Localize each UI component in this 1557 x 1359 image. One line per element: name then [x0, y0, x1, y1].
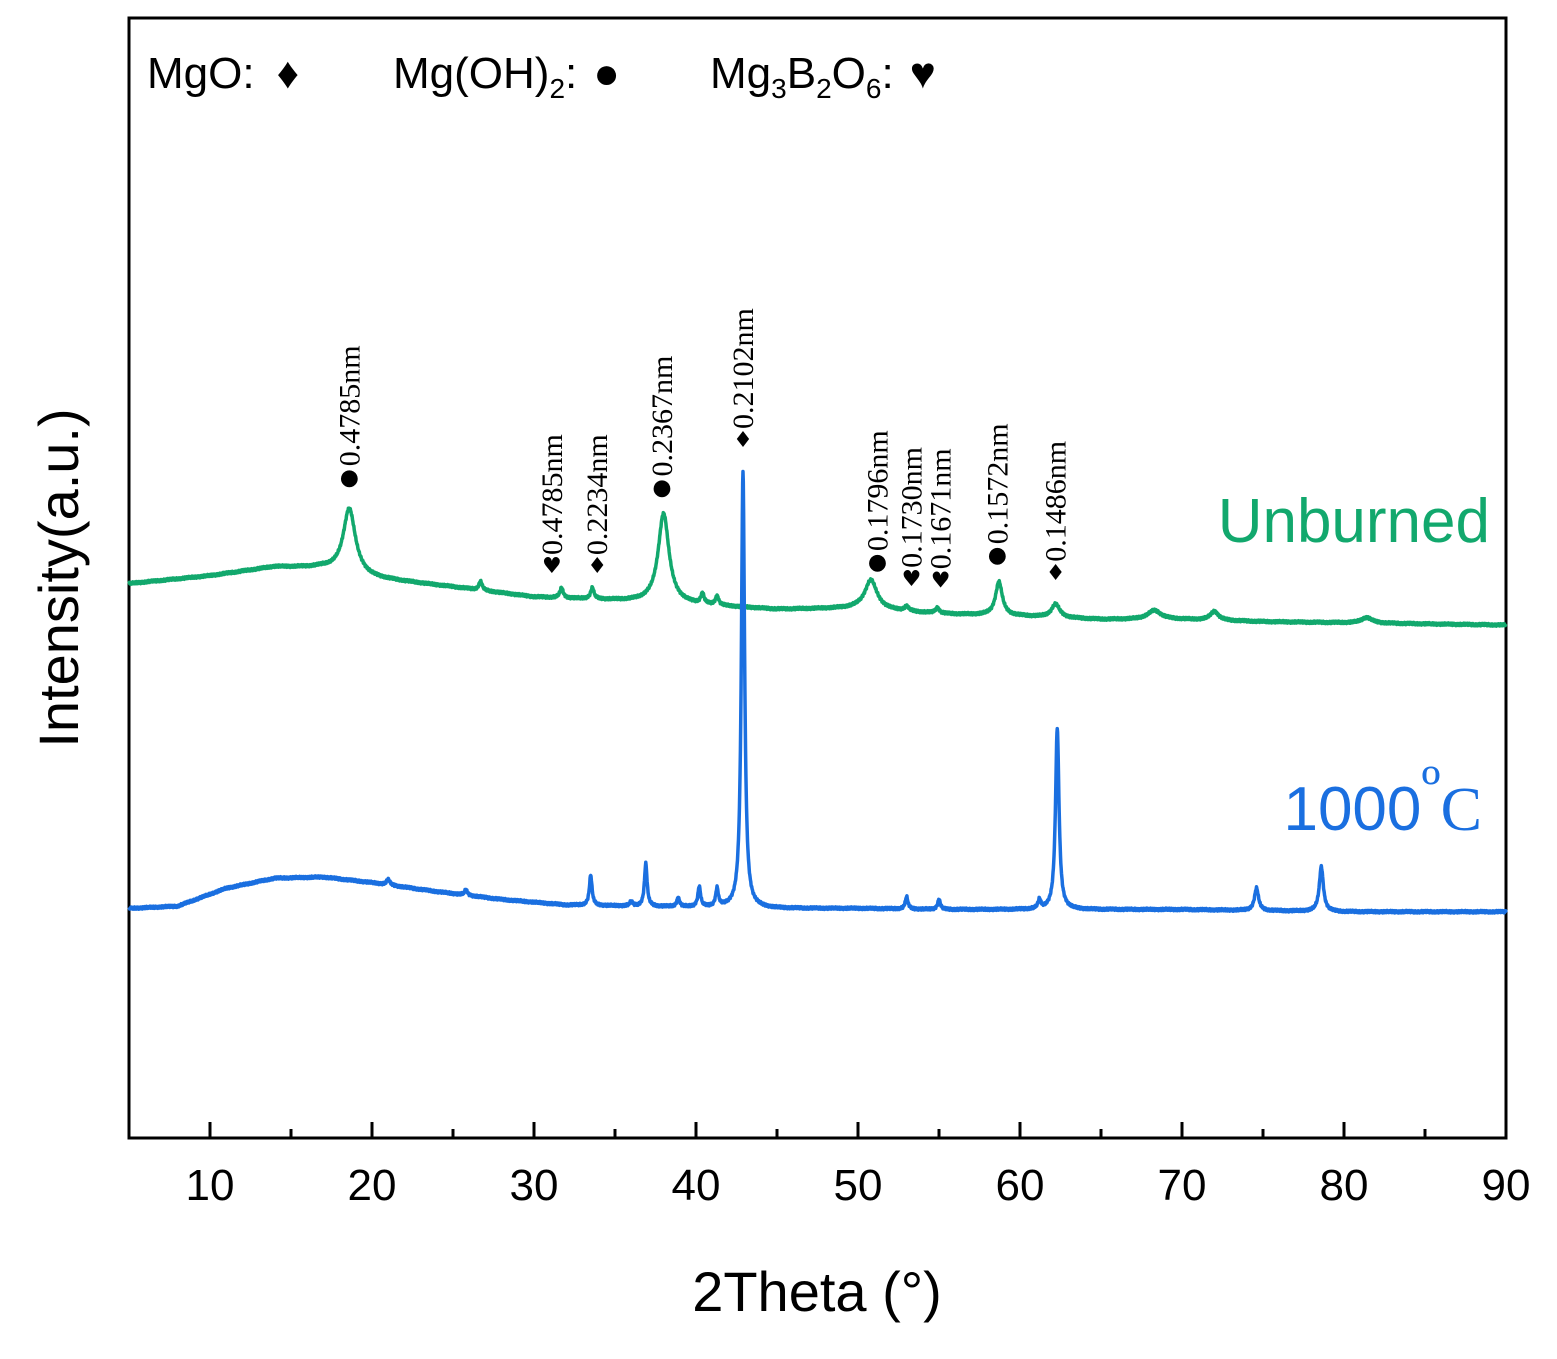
legend-entry-mg3b2o6: Mg3B2O6: ♥	[710, 49, 936, 104]
annotation-marker-circle-icon: ●	[652, 476, 671, 501]
series-label-unburned: Unburned	[1218, 487, 1490, 556]
x-axis-ticks: 10 20 30 40 50 60 70 80 90	[186, 1122, 1531, 1210]
series-line-1000c	[127, 469, 1508, 915]
annotation-marker-circle-icon: ●	[988, 543, 1007, 568]
annotation-label: 0.1572nm	[981, 423, 1014, 544]
annotation-marker-diamond-icon: ♦	[1046, 561, 1066, 586]
legend-entry-mgo: MgO: ♦	[147, 49, 299, 98]
annotation-label: 0.1671nm	[925, 448, 958, 569]
legend: MgO: ♦ Mg(OH)2: ● Mg3B2O6: ♥	[147, 49, 936, 104]
series-layer	[127, 469, 1508, 915]
annotation-label: 0.1730nm	[895, 447, 928, 568]
series-line-unburned	[127, 506, 1508, 628]
x-tick-label: 30	[510, 1161, 559, 1210]
annotation-marker-heart-icon: ♥	[542, 554, 562, 579]
annotation-marker-diamond-icon: ♦	[733, 428, 753, 453]
x-axis-title: 2Theta (°)	[692, 1260, 942, 1323]
x-tick-label: 80	[1320, 1161, 1369, 1210]
annotation-label: 0.2234nm	[581, 434, 614, 555]
x-tick-label: 60	[996, 1161, 1045, 1210]
x-tick-label: 10	[186, 1161, 235, 1210]
annotation-label: 0.1796nm	[861, 430, 894, 551]
x-tick-label: 40	[672, 1161, 721, 1210]
annotation-label: 0.2367nm	[646, 356, 679, 477]
plot-frame	[127, 16, 1508, 1140]
diamond-icon: ♦	[277, 49, 299, 98]
annotation-label: 0.1486nm	[1040, 441, 1073, 562]
circle-icon: ●	[593, 49, 620, 98]
annotation-marker-heart-icon: ♥	[931, 568, 951, 593]
annotation-label: 0.2102nm	[727, 308, 760, 429]
annotation-marker-circle-icon: ●	[340, 465, 359, 490]
x-tick-label: 50	[834, 1161, 883, 1210]
annotation-marker-diamond-icon: ♦	[587, 554, 607, 579]
legend-entry-mgoh2: Mg(OH)2: ●	[393, 49, 620, 104]
heart-icon: ♥	[910, 49, 936, 98]
annotation-label: 0.4785nm	[333, 345, 366, 466]
y-axis-title: Intensity(a.u.)	[27, 408, 90, 747]
peak-annotations: ●0.4785nm♥0.4785nm♦0.2234nm ●0.2367nm ♦0.2…	[333, 308, 1072, 593]
plot-area: ●0.4785nm♥0.4785nm♦0.2234nm ●0.2367nm ♦0.2…	[127, 16, 1531, 1210]
annotation-label: 0.4785nm	[536, 434, 569, 555]
x-tick-label: 90	[1482, 1161, 1531, 1210]
x-tick-label: 20	[348, 1161, 397, 1210]
annotation-marker-heart-icon: ♥	[902, 567, 922, 592]
annotation-marker-circle-icon: ●	[868, 550, 887, 575]
x-tick-label: 70	[1158, 1161, 1207, 1210]
series-label-1000c: 1000ºC	[1283, 754, 1482, 844]
